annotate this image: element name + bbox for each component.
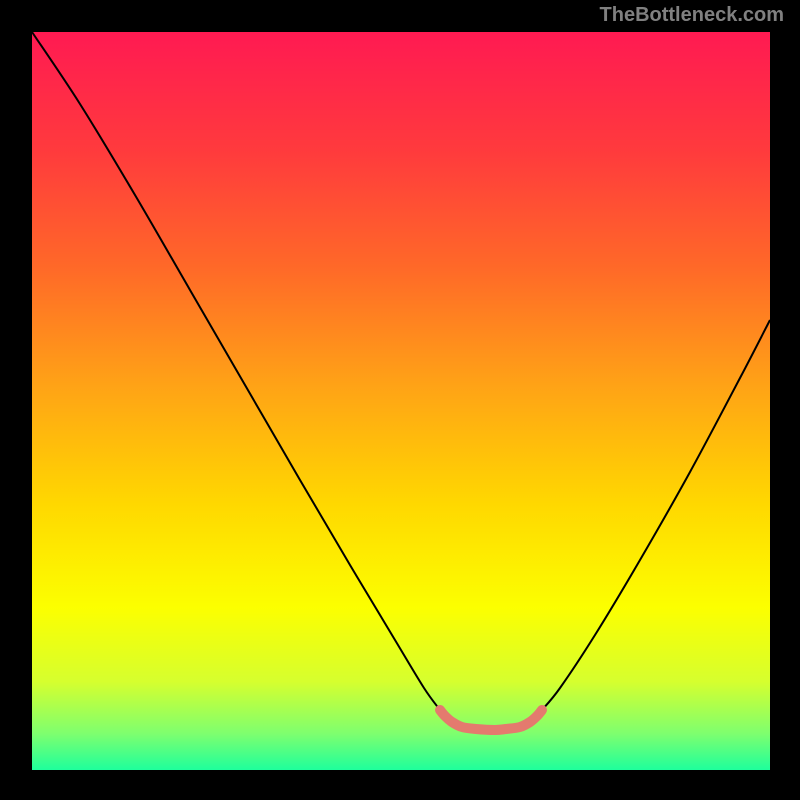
watermark-text: TheBottleneck.com (600, 4, 784, 27)
chart-svg (0, 0, 800, 800)
gradient-plot-area (32, 32, 770, 770)
chart-container: { "watermark": "TheBottleneck.com", "cha… (0, 0, 800, 800)
